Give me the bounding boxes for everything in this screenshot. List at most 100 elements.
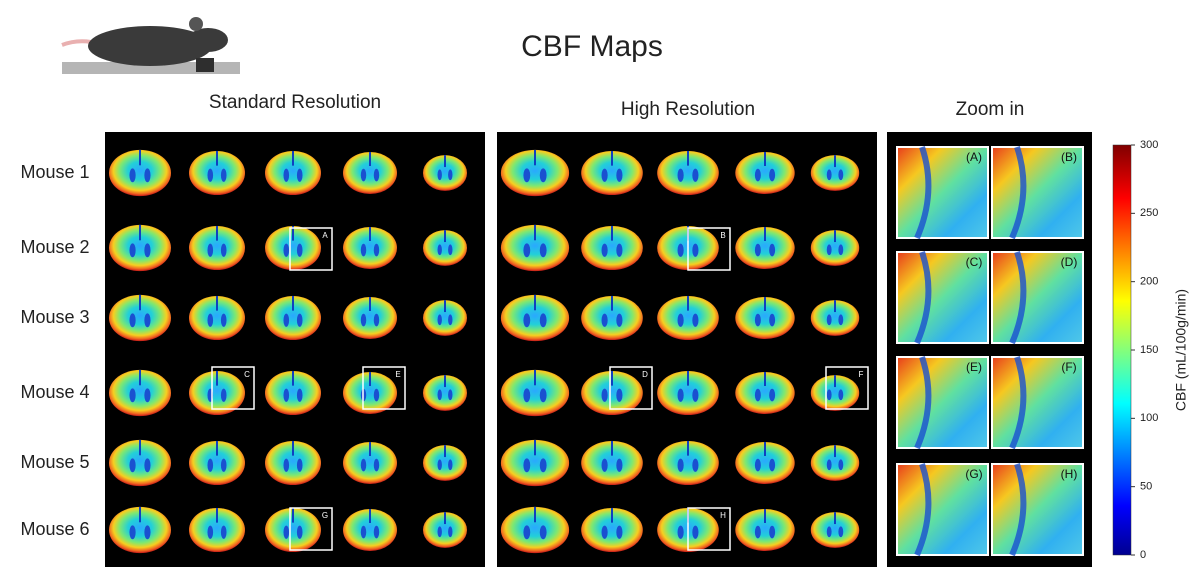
brain-slice: [423, 375, 467, 411]
zoom-box-label: H: [720, 511, 726, 520]
ventricle: [296, 458, 303, 472]
brain-slice: [423, 300, 467, 336]
brain-slice: [500, 149, 570, 197]
ventricle: [838, 314, 844, 326]
brain-slice: [423, 512, 467, 548]
ventricle: [769, 313, 776, 327]
row-label: Mouse 6: [20, 519, 89, 539]
ventricle: [220, 313, 227, 327]
ventricle: [523, 525, 531, 540]
ventricle: [437, 526, 442, 538]
ventricle: [601, 525, 608, 539]
brain-slice: [109, 294, 171, 342]
ventricle: [523, 458, 531, 473]
colorbar-tick-label: 50: [1140, 481, 1152, 493]
zoom-tile-label: (B): [1061, 150, 1077, 164]
ventricle: [539, 525, 547, 540]
brain-slice: [265, 440, 321, 486]
colorbar-tick-label: 100: [1140, 412, 1158, 424]
ventricle: [220, 168, 227, 182]
ventricle: [296, 525, 303, 539]
brain-slice: [343, 227, 397, 269]
zoom-box-label: C: [244, 370, 250, 379]
zoom-box: [289, 227, 333, 271]
zoom-box: [609, 366, 653, 410]
brain-slice: [500, 294, 570, 342]
tissue-detail: [1009, 251, 1027, 345]
ventricle: [754, 168, 761, 182]
brain-slice: [581, 225, 643, 271]
colorbar-tick-label: 300: [1140, 139, 1158, 151]
ventricle: [769, 525, 776, 539]
row-label: Mouse 5: [20, 452, 89, 472]
zoom-tile: [991, 463, 1084, 556]
ventricle: [601, 168, 608, 182]
ventricle: [207, 525, 214, 539]
ventricle: [539, 168, 547, 183]
brain-slice: [810, 375, 860, 411]
ventricle: [754, 243, 761, 257]
brain-slice: [189, 440, 245, 486]
ventricle: [373, 168, 380, 182]
ventricle: [129, 525, 136, 540]
tissue-detail: [1009, 356, 1027, 450]
ventricle: [838, 526, 844, 538]
colorbar-label: CBF (mL/100g/min): [1173, 289, 1189, 411]
ventricle: [838, 169, 844, 181]
zoom-tile-label: (H): [1061, 467, 1078, 481]
zoom-box: [687, 507, 731, 551]
zoom-tile: [896, 146, 989, 239]
brain-slice: [657, 370, 719, 416]
ventricle: [373, 525, 380, 539]
ventricle: [360, 525, 367, 539]
brain-slice: [343, 152, 397, 194]
ventricle: [838, 244, 844, 256]
ventricle: [677, 243, 684, 257]
ventricle: [677, 168, 684, 182]
brain-slice: [581, 295, 643, 341]
ventricle: [360, 313, 367, 327]
ventricle: [296, 313, 303, 327]
ventricle: [207, 313, 214, 327]
zoom-box: [687, 227, 731, 271]
ventricle: [220, 388, 227, 402]
tissue-detail: [1009, 146, 1027, 240]
ventricle: [677, 458, 684, 472]
ventricle: [220, 458, 227, 472]
brain-slice: [189, 150, 245, 196]
ventricle: [692, 525, 699, 539]
ventricle: [448, 526, 453, 538]
ventricle: [769, 243, 776, 257]
ventricle: [207, 168, 214, 182]
brain-slice: [810, 512, 860, 548]
ventricle: [692, 243, 699, 257]
tissue-detail: [914, 463, 932, 557]
brain-slice: [189, 507, 245, 553]
ventricle: [692, 388, 699, 402]
zoom-box-label: D: [642, 370, 648, 379]
zoom-box: [362, 366, 406, 410]
ventricle: [754, 525, 761, 539]
panel-standard: [105, 132, 485, 567]
ventricle: [523, 388, 531, 403]
ventricle: [677, 525, 684, 539]
brain-slice: [423, 445, 467, 481]
brain-slice: [423, 230, 467, 266]
brain-slice: [265, 370, 321, 416]
ventricle: [220, 243, 227, 257]
ventricle: [769, 168, 776, 182]
brain-slice: [189, 295, 245, 341]
ventricle: [616, 388, 623, 402]
brain-slice: [657, 150, 719, 196]
ventricle: [283, 525, 290, 539]
ventricle: [144, 388, 151, 403]
ventricle: [523, 243, 531, 258]
ventricle: [129, 168, 136, 183]
ventricle: [129, 313, 136, 328]
ventricle: [826, 244, 832, 256]
brain-slice: [735, 442, 795, 484]
ventricle: [360, 243, 367, 257]
ventricle: [129, 243, 136, 258]
brain-slice: [265, 225, 321, 271]
brain-slice: [109, 224, 171, 272]
